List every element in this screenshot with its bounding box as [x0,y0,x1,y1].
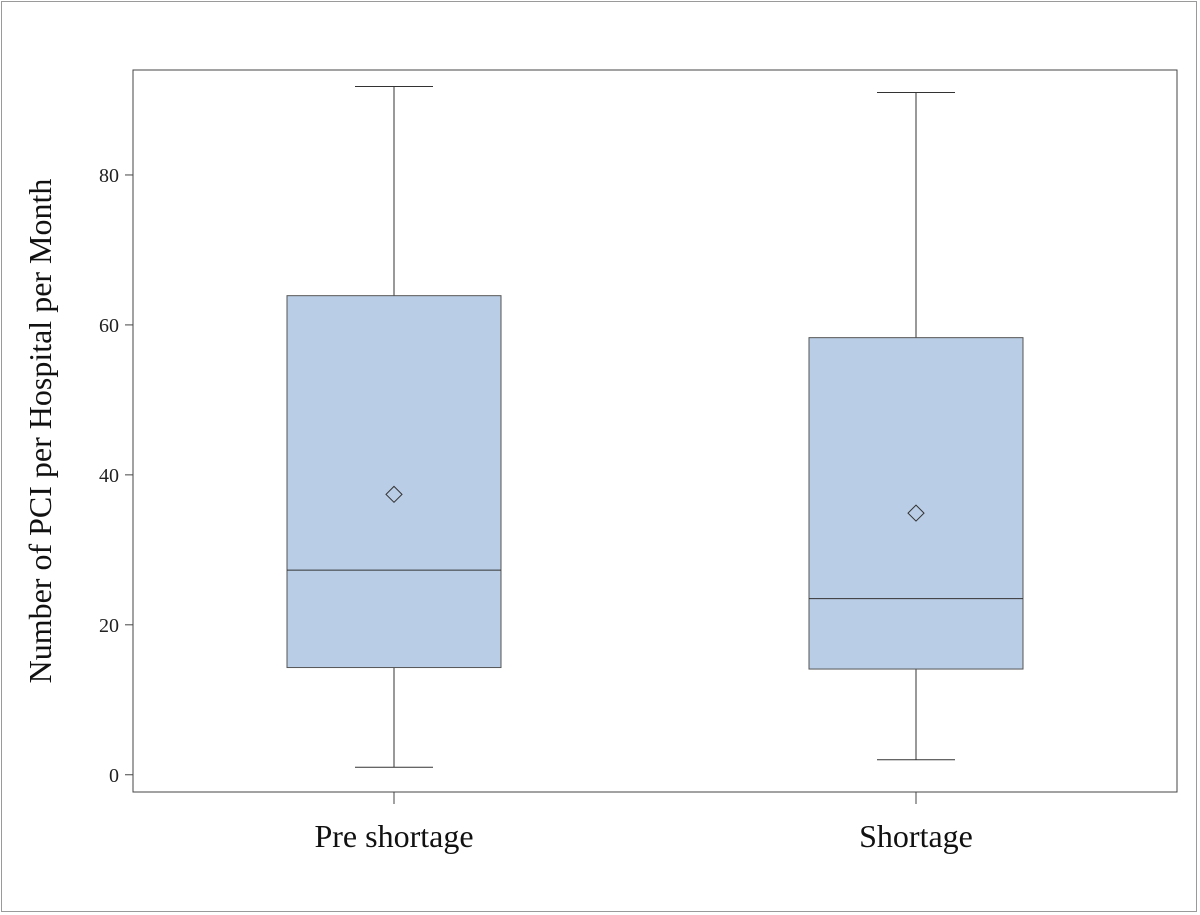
x-axis: Pre shortage Shortage [314,792,973,854]
y-tick-label: 60 [99,315,119,337]
y-tick-label: 0 [109,765,119,787]
plot-area [132,69,1178,793]
iqr-box [808,337,1024,670]
iqr-box [286,295,502,669]
mean-marker [907,504,925,522]
y-axis: 0 20 40 60 80 [99,165,133,787]
y-tick-label: 40 [99,465,119,487]
mean-marker [385,485,403,504]
x-tick-label: Pre shortage [314,818,473,854]
y-tick-label: 80 [99,165,119,187]
x-tick-label: Shortage [859,818,973,854]
y-axis-title: Number of PCI per Hospital per Month [22,179,58,684]
y-tick-label: 20 [99,615,119,637]
boxes [286,85,1024,768]
box-group [286,85,502,768]
box-group [808,91,1024,761]
